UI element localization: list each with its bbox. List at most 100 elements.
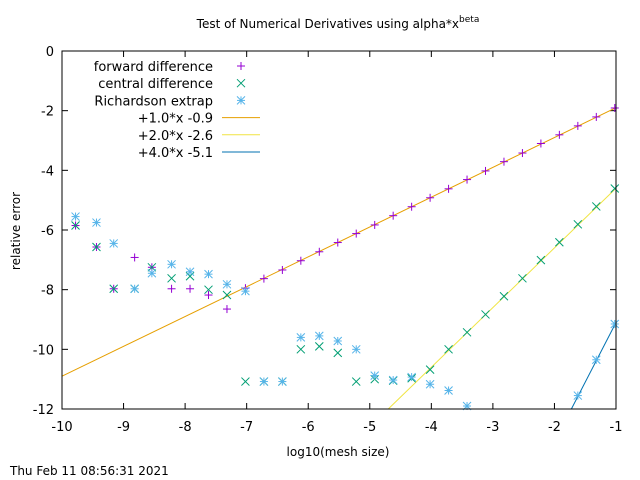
richardson-extrap-point xyxy=(259,377,269,386)
x-tick-label: -2 xyxy=(548,420,561,435)
central-difference-point xyxy=(204,285,213,295)
tick-labels: -10 -9 -8 -7 -6 -5 -4 -3 -2 -10-2-4-6-8-10-12 xyxy=(33,45,623,435)
legend: forward difference central difference Rich… xyxy=(94,60,260,161)
central-difference-point xyxy=(71,221,80,230)
central-difference-point xyxy=(222,290,232,300)
plot-frame xyxy=(61,50,617,410)
central-difference-point xyxy=(241,377,250,386)
forward-difference-point xyxy=(370,220,379,229)
data-points xyxy=(71,103,620,411)
legend-label: +4.0*x -5.1 xyxy=(138,146,213,161)
forward-difference-point xyxy=(222,305,231,314)
central-difference-point xyxy=(425,365,435,374)
forward-difference-point xyxy=(573,121,582,130)
richardson-extrap-point xyxy=(425,379,435,389)
legend-label: +1.0*x -0.9 xyxy=(138,112,213,127)
axis-ticks xyxy=(61,50,617,410)
y-tick-label: -6 xyxy=(41,224,54,239)
richardson-extrap-point xyxy=(591,355,601,365)
forward-difference-point xyxy=(167,284,176,293)
y-tick-label: -2 xyxy=(41,105,54,120)
y-tick-label: -8 xyxy=(41,284,54,299)
richardson-extrap-point xyxy=(278,377,287,386)
central-difference-point xyxy=(518,273,527,283)
y-tick-label: -12 xyxy=(33,403,54,418)
y-axis-label: relative error xyxy=(9,192,23,270)
central-difference-point xyxy=(462,327,472,337)
x-tick-label: -6 xyxy=(302,420,315,435)
x-axis-label: log10(mesh size) xyxy=(287,445,390,459)
legend-label: forward difference xyxy=(94,60,213,75)
legend-label: +2.0*x -2.6 xyxy=(138,129,213,144)
y-tick-label: -4 xyxy=(41,164,54,179)
central-difference-point xyxy=(444,344,453,354)
forward-difference-point xyxy=(296,256,305,265)
legend-marker-sample xyxy=(236,78,246,88)
legend-marker-sample xyxy=(236,96,246,105)
x-tick-label: -1 xyxy=(610,420,623,435)
forward-difference-point xyxy=(518,149,527,158)
richardson-extrap-point xyxy=(296,333,306,342)
richardson-extrap-point xyxy=(222,279,232,289)
central-difference-point xyxy=(314,341,324,351)
central-difference-point xyxy=(610,184,620,193)
x-tick-label: -5 xyxy=(363,420,376,435)
richardson-extrap-point xyxy=(71,212,80,221)
forward-difference-point xyxy=(389,211,398,220)
legend-marker-sample xyxy=(237,62,245,70)
central-difference-point xyxy=(109,284,119,294)
central-difference-point xyxy=(333,348,343,358)
forward-difference-point xyxy=(315,247,324,256)
x-tick-label: -9 xyxy=(117,420,130,435)
chart-title: Test of Numerical Derivatives using alph… xyxy=(196,15,480,31)
chart-title-superscript: beta xyxy=(459,15,479,25)
central-difference-point xyxy=(536,255,546,265)
forward-difference-point xyxy=(426,193,435,202)
x-tick-label: -10 xyxy=(51,420,72,435)
forward-difference-point xyxy=(333,238,342,247)
forward-difference-point xyxy=(352,229,361,238)
y-tick-label: 0 xyxy=(46,45,54,60)
forward-difference-point xyxy=(536,139,545,148)
forward-difference-point xyxy=(592,112,601,121)
richardson-extrap-point xyxy=(147,268,157,278)
central-difference-point xyxy=(167,273,176,283)
richardson-extrap-point xyxy=(130,284,139,294)
richardson-extrap-point xyxy=(167,259,176,269)
forward-difference-point xyxy=(407,202,416,211)
central-difference-point xyxy=(591,202,601,211)
forward-difference-point xyxy=(444,184,453,193)
richardson-extrap-point xyxy=(333,336,343,346)
chart-title-main: Test of Numerical Derivatives using alph… xyxy=(196,17,459,31)
y-tick-label: -10 xyxy=(33,343,54,358)
richardson-extrap-point xyxy=(573,391,583,400)
legend-label: Richardson extrap xyxy=(94,94,213,109)
richardson-extrap-point xyxy=(314,331,324,341)
richardson-extrap-point xyxy=(185,267,195,277)
central-difference-point xyxy=(481,310,490,319)
forward-difference-point xyxy=(186,284,195,293)
richardson-extrap-point xyxy=(388,375,398,385)
central-difference-point xyxy=(351,377,361,386)
forward-difference-point xyxy=(610,103,619,112)
central-difference-point xyxy=(92,242,101,252)
richardson-extrap-point xyxy=(241,286,250,296)
fit-line xyxy=(61,107,617,377)
central-difference-point xyxy=(499,291,509,301)
forward-difference-point xyxy=(259,274,268,283)
richardson-extrap-point xyxy=(407,372,416,382)
central-difference-point xyxy=(296,344,306,354)
x-tick-label: -4 xyxy=(425,420,438,435)
x-tick-label: -3 xyxy=(486,420,499,435)
richardson-extrap-point xyxy=(204,269,213,279)
richardson-extrap-point xyxy=(444,386,453,395)
x-tick-label: -7 xyxy=(240,420,253,435)
forward-difference-point xyxy=(481,166,490,175)
richardson-extrap-point xyxy=(370,371,380,380)
richardson-extrap-point xyxy=(92,218,101,227)
richardson-extrap-point xyxy=(610,319,620,329)
forward-difference-point xyxy=(130,253,139,262)
forward-difference-point xyxy=(555,130,564,139)
central-difference-point xyxy=(573,219,583,229)
